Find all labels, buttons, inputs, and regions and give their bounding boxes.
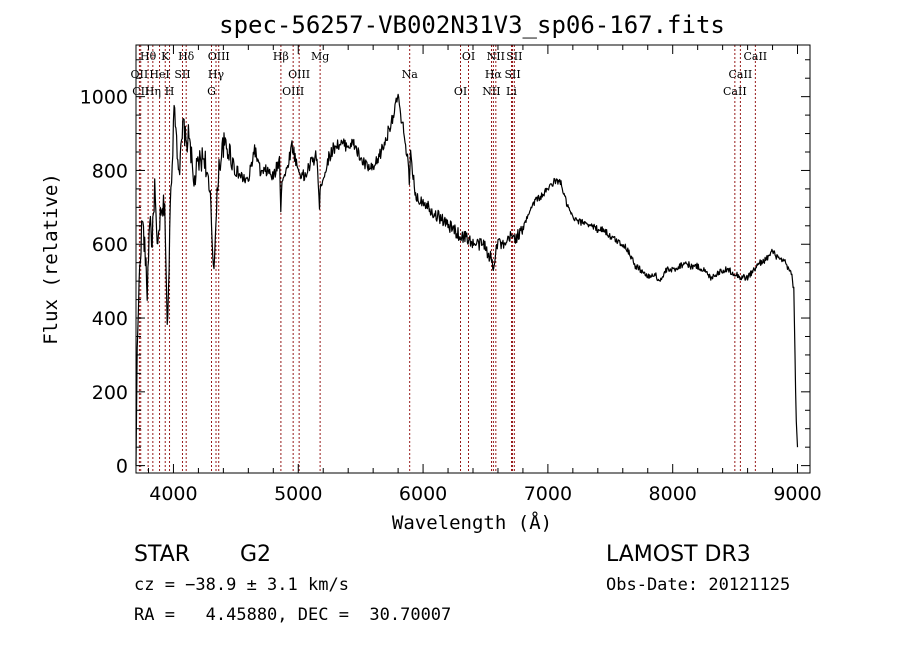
marker-label-O-I-a: OI <box>454 85 467 98</box>
marker-label-H-delta: Hδ <box>178 50 195 63</box>
marker-label-Ca-II-a: CaII <box>729 68 753 81</box>
y-tick-label: 800 <box>92 160 128 182</box>
x-tick-label: 6000 <box>399 483 447 505</box>
chart-title: spec-56257-VB002N31V3_sp06-167.fits <box>219 11 725 39</box>
marker-label-S-II-b: SII <box>504 68 520 81</box>
marker-label-S-II-c: SII <box>506 50 522 63</box>
marker-label-O-II-a: OII <box>131 68 149 81</box>
object-subclass: G2 <box>240 542 271 567</box>
redshift-velocity: cz = −38.9 ± 3.1 km/s <box>134 575 349 595</box>
x-tick-label: 8000 <box>649 483 697 505</box>
marker-label-O-III-c: OIII <box>282 85 304 98</box>
plot-frame <box>135 44 811 474</box>
x-tick-label: 4000 <box>149 483 197 505</box>
marker-label-O-III-a: OIII <box>208 50 230 63</box>
marker-label-H-alpha: Hα <box>485 68 503 81</box>
y-tick-label: 400 <box>92 308 128 330</box>
marker-label-Mg: Mg <box>311 50 329 63</box>
y-tick-label: 200 <box>92 382 128 404</box>
survey-name: LAMOST DR3 <box>606 542 751 567</box>
marker-label-O-I-b: OI <box>462 50 475 63</box>
marker-label-K: K <box>161 50 170 63</box>
spectral-line-labels: HθOIICIIKHeIHηHδSIIHOIIIHγGHβOIIIOIIIMgN… <box>131 50 768 98</box>
marker-label-H: H <box>165 85 175 98</box>
marker-label-G: G <box>207 85 216 98</box>
marker-label-N-II-b: NII <box>487 50 505 63</box>
x-axis-label: Wavelength (Å) <box>392 511 552 534</box>
object-class: STAR <box>134 542 190 567</box>
marker-label-O-III-b: OIII <box>288 68 310 81</box>
marker-label-N-II-a: NII <box>482 85 500 98</box>
y-axis-label: Flux (relative) <box>40 173 62 345</box>
y-tick-label: 1000 <box>80 87 128 109</box>
y-axis: 0 200 400 600 800 1000 <box>80 59 810 478</box>
marker-label-Ca-II-c: CaII <box>743 50 767 63</box>
marker-label-S-II-a: SII <box>174 68 190 81</box>
x-axis: 4000 5000 6000 7000 8000 9000 <box>147 45 822 505</box>
spectral-line-markers <box>138 45 756 473</box>
marker-label-H-eta: Hη <box>145 85 161 98</box>
x-tick-label: 7000 <box>524 483 572 505</box>
observation-date: Obs-Date: 20121125 <box>606 575 790 595</box>
marker-label-Ca-II-b: CaII <box>723 85 747 98</box>
marker-label-Na: Na <box>402 68 419 81</box>
y-tick-label: 0 <box>116 456 128 478</box>
marker-label-Li: Li <box>506 85 517 98</box>
ra-dec-coordinates: RA = 4.45880, DEC = 30.70007 <box>134 605 451 625</box>
y-tick-label: 600 <box>92 234 128 256</box>
marker-label-H-theta: Hθ <box>140 50 157 63</box>
flux-series-line <box>135 93 799 466</box>
x-tick-label: 5000 <box>274 483 322 505</box>
marker-label-He-I: HeI <box>149 68 169 81</box>
x-tick-label: 9000 <box>773 483 821 505</box>
marker-label-H-beta: Hβ <box>273 50 289 63</box>
marker-label-H-gamma: Hγ <box>208 68 225 81</box>
